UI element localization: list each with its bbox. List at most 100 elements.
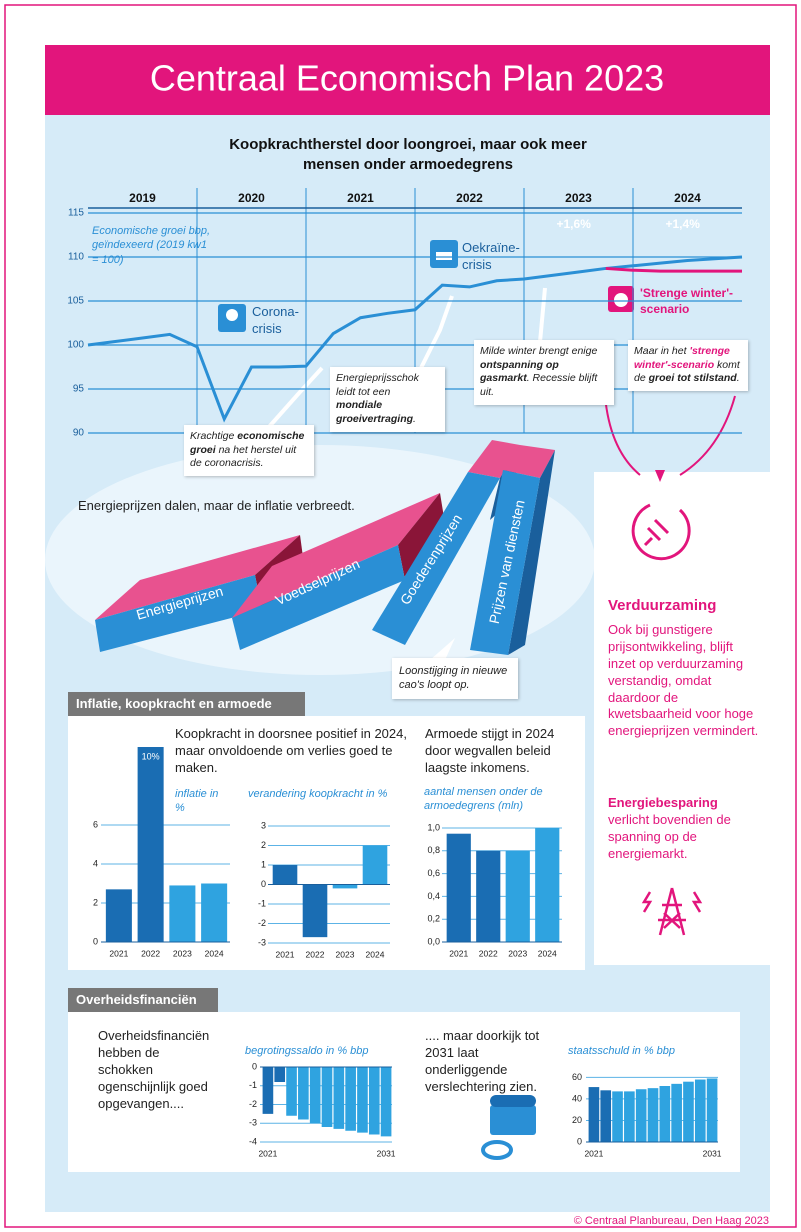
y-tick-label: 110 — [68, 252, 84, 263]
x-tick-label: 2022 — [306, 949, 325, 959]
growth-label: +1,6% — [557, 217, 591, 233]
domino-caption: Energieprijzen dalen, maar de inflatie v… — [78, 498, 355, 515]
page-title: Centraal Economisch Plan 2023 — [150, 58, 664, 99]
y-tick-label: 0,6 — [427, 868, 440, 878]
bar — [286, 1067, 297, 1116]
y-tick-label: -2 — [249, 1099, 257, 1109]
x-tick-label: 2024 — [674, 191, 701, 205]
bar — [707, 1078, 718, 1142]
text-segment: . — [737, 372, 740, 384]
bar — [303, 885, 328, 938]
growth-label: +1,4% — [666, 217, 700, 233]
bar — [345, 1067, 356, 1131]
bar — [381, 1067, 392, 1136]
callout: Milde winter brengt enige ontspanning op… — [474, 340, 614, 405]
x-tick-label: 2021 — [276, 949, 295, 959]
bar — [273, 865, 298, 885]
y-tick-label: 0 — [261, 879, 266, 889]
text-segment: Energieprijsschok leidt tot een — [336, 372, 419, 398]
text-segment: Milde winter brengt enige — [480, 345, 597, 357]
section-text: Koopkracht in doorsnee positief in 2024,… — [175, 726, 415, 777]
chart-title: Koopkrachtherstel door loongroei, maar o… — [218, 135, 598, 174]
bar — [589, 1087, 600, 1142]
text-segment: Maar in het — [634, 345, 689, 357]
bar — [447, 834, 471, 942]
y-tick-label: 0 — [252, 1061, 257, 1071]
ukraine-icon — [430, 240, 458, 268]
y-tick-label: 2 — [261, 840, 266, 850]
sidebar-heading: Verduurzaming — [608, 596, 716, 616]
x-tick-label: 2021 — [449, 948, 468, 958]
event-label: Oekraïne-crisis — [462, 240, 522, 274]
section-heading: Overheidsfinanciën — [76, 992, 197, 1009]
bar — [201, 884, 227, 943]
text-segment: . — [413, 413, 416, 425]
sidebar-text: Ook bij gunstigere prijsontwikkeling, bl… — [608, 622, 760, 740]
x-tick-label: 2031 — [377, 1148, 396, 1158]
bar — [624, 1091, 635, 1142]
y-tick-label: 0,8 — [427, 845, 440, 855]
chart-title: inflatie in % — [175, 788, 220, 816]
footer: © Centraal Planbureau, Den Haag 2023 — [574, 1214, 769, 1228]
chart-title: aantal mensen onder de armoedegrens (mln… — [424, 786, 544, 814]
y-tick-label: 115 — [68, 208, 84, 219]
y-tick-label: 0 — [93, 936, 98, 946]
bar — [363, 846, 388, 885]
x-tick-label: 2021 — [109, 948, 128, 958]
y-tick-label: 105 — [67, 296, 84, 307]
callout: Krachtige economische groei na het herst… — [184, 425, 314, 476]
x-tick-label: 2021 — [584, 1148, 603, 1158]
y-tick-label: -3 — [258, 937, 266, 947]
y-tick-label: 0 — [577, 1136, 582, 1146]
text-segment: verlicht bovendien de spanning op de ene… — [608, 812, 731, 861]
legend-label: 'Strenge winter'-scenario — [640, 286, 755, 317]
y-tick-label: 2 — [93, 897, 98, 907]
sidebar-note: Energiebesparing verlicht bovendien de s… — [608, 795, 760, 863]
y-tick-label: 0,0 — [427, 936, 440, 946]
x-tick-label: 2024 — [366, 949, 385, 959]
y-tick-label: -1 — [258, 898, 266, 908]
x-tick-label: 2021 — [258, 1148, 277, 1158]
x-tick-label: 2020 — [238, 191, 265, 205]
x-tick-label: 2022 — [479, 948, 498, 958]
bar — [671, 1084, 682, 1142]
event-label: Corona-crisis — [252, 304, 307, 338]
bar — [138, 747, 164, 942]
value-label: 10% — [142, 751, 160, 761]
callout: Maar in het 'strenge winter'-scenario ko… — [628, 340, 748, 391]
bar — [506, 851, 530, 942]
y-tick-label: 60 — [572, 1072, 582, 1082]
y-tick-label: 100 — [67, 340, 84, 351]
bar — [600, 1090, 611, 1142]
bar — [310, 1067, 321, 1123]
infographic: Centraal Economisch Plan 2023 2019 — [0, 0, 801, 1232]
section-text: Overheidsfinanciën hebben de schokken og… — [98, 1028, 216, 1112]
x-tick-label: 2023 — [565, 191, 592, 205]
y-tick-label: -2 — [258, 918, 266, 928]
winter-icon — [608, 286, 634, 312]
chart-title: verandering koopkracht in % — [248, 788, 398, 802]
text-segment: groei tot stilstand — [649, 372, 737, 384]
bar — [683, 1082, 694, 1142]
y-tick-label: 0,4 — [427, 891, 440, 901]
bar — [263, 1067, 274, 1114]
bar — [648, 1088, 659, 1142]
y-tick-label: 1,0 — [427, 822, 440, 832]
bar — [334, 1067, 345, 1129]
chart-title: begrotingssaldo in % bbp — [245, 1045, 395, 1059]
bar — [106, 889, 132, 942]
x-tick-label: 2023 — [336, 949, 355, 959]
bar — [274, 1067, 285, 1082]
bar — [612, 1091, 623, 1142]
y-tick-label: -1 — [249, 1080, 257, 1090]
section-text: .... maar doorkijk tot 2031 laat onderli… — [425, 1028, 560, 1096]
bar — [660, 1086, 671, 1142]
section-heading: Inflatie, koopkracht en armoede — [76, 696, 272, 713]
x-tick-label: 2031 — [703, 1148, 722, 1158]
y-tick-label: 0,2 — [427, 914, 440, 924]
bar — [169, 885, 195, 942]
y-tick-label: 4 — [93, 858, 98, 868]
bar — [322, 1067, 333, 1127]
text-segment: mondiale groeivertraging — [336, 399, 413, 425]
legend-label: Economische groei bbp, geïndexeerd (2019… — [92, 224, 210, 267]
